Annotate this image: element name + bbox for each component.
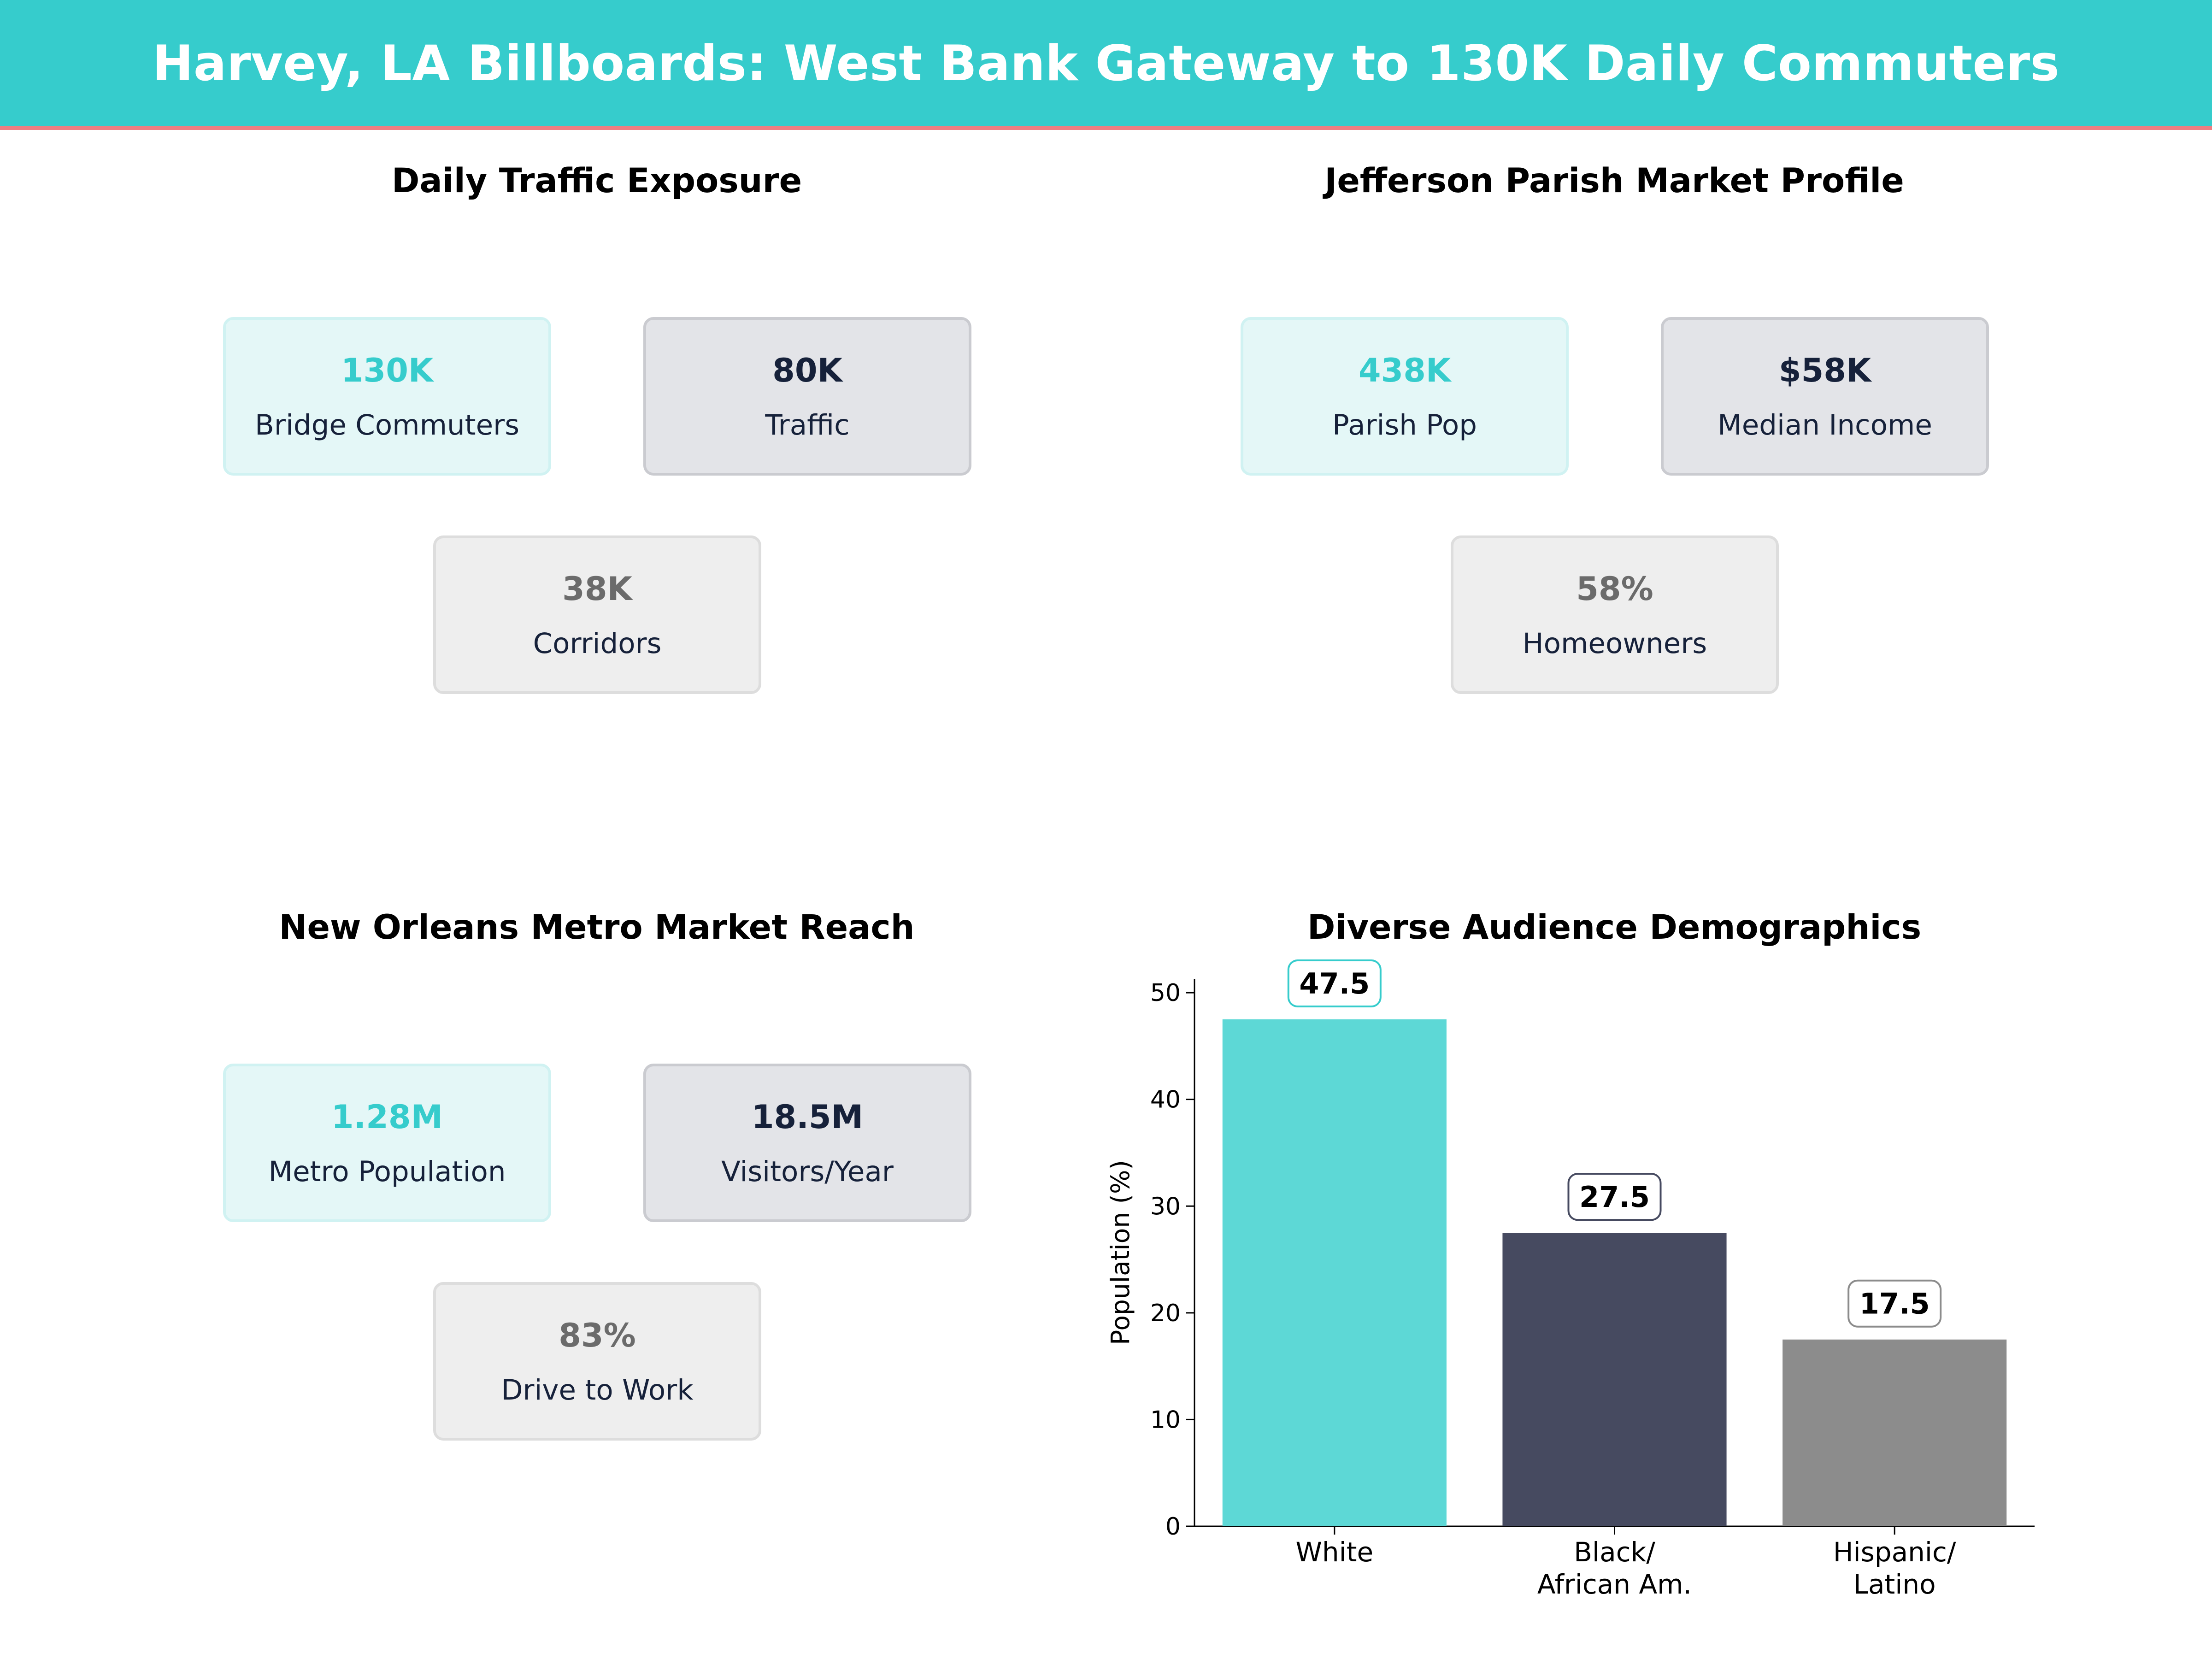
stat-value: 18.5M [751, 1098, 864, 1136]
stat-value: 1.28M [331, 1098, 443, 1136]
demographics-bar-chart: 0 10 20 30 40 50 Population (%) 47.5 White 27.5 Bl… [1106, 959, 2035, 1600]
stat-label: Traffic [765, 408, 850, 441]
stat-value: 438K [1358, 351, 1451, 389]
page-title: Harvey, LA Billboards: West Bank Gateway… [152, 35, 2060, 92]
metro-panel-title: New Orleans Metro Market Reach [279, 908, 915, 947]
stat-card-homeowners: 58% Homeowners [1451, 535, 1779, 694]
stat-card-traffic: 80K Traffic [643, 317, 971, 476]
data-label-box [1287, 959, 1382, 1007]
x-tick-label: African Am. [1537, 1569, 1692, 1600]
stat-card-corridors: 38K Corridors [433, 535, 761, 694]
x-tick-label: Hispanic/ [1833, 1536, 1956, 1568]
data-label-box [1567, 1173, 1662, 1221]
stat-label: Homeowners [1522, 627, 1707, 660]
data-label: 47.5 [1299, 967, 1370, 1000]
stat-card-metro-population: 1.28M Metro Population [223, 1064, 551, 1222]
x-tick-label: Black/ [1574, 1536, 1655, 1568]
market-panel-title: Jefferson Parish Market Profile [1324, 161, 1904, 200]
bar [1502, 1233, 1727, 1526]
stat-label: Metro Population [268, 1155, 506, 1188]
x-tick-label: Latino [1853, 1569, 1936, 1600]
y-axis-label: Population (%) [1106, 1160, 1135, 1345]
stat-value: $58K [1778, 351, 1871, 389]
y-tick-label: 40 [1150, 1086, 1181, 1114]
data-label: 27.5 [1579, 1180, 1650, 1214]
y-tick-label: 10 [1150, 1406, 1181, 1434]
y-tick-label: 0 [1165, 1513, 1181, 1541]
y-tick-label: 20 [1150, 1300, 1181, 1327]
stat-card-parish-pop: 438K Parish Pop [1241, 317, 1569, 476]
stat-label: Parish Pop [1332, 408, 1477, 441]
stat-card-visitors-year: 18.5M Visitors/Year [643, 1064, 971, 1222]
bar [1783, 1339, 2007, 1526]
stat-value: 58% [1576, 570, 1653, 608]
stat-label: Corridors [533, 627, 662, 660]
stat-value: 130K [341, 351, 434, 389]
stat-value: 38K [562, 570, 632, 608]
stat-label: Median Income [1718, 408, 1932, 441]
y-tick-label: 50 [1150, 979, 1181, 1007]
stat-label: Bridge Commuters [255, 408, 519, 441]
stat-card-drive-to-work: 83% Drive to Work [433, 1282, 761, 1441]
x-tick-label: White [1296, 1536, 1374, 1568]
data-label: 17.5 [1859, 1287, 1930, 1321]
traffic-panel-title: Daily Traffic Exposure [391, 161, 802, 200]
chart-title: Diverse Audience Demographics [1307, 908, 1922, 947]
data-label-box [1847, 1279, 1942, 1328]
stat-card-bridge-commuters: 130K Bridge Commuters [223, 317, 551, 476]
y-tick-label: 30 [1150, 1193, 1181, 1220]
header-banner: Harvey, LA Billboards: West Bank Gateway… [0, 0, 2212, 130]
stat-label: Drive to Work [501, 1373, 694, 1406]
bar [1222, 1019, 1447, 1526]
stat-card-median-income: $58K Median Income [1661, 317, 1989, 476]
stat-value: 80K [772, 351, 842, 389]
stat-label: Visitors/Year [721, 1155, 894, 1188]
stat-value: 83% [559, 1316, 636, 1354]
